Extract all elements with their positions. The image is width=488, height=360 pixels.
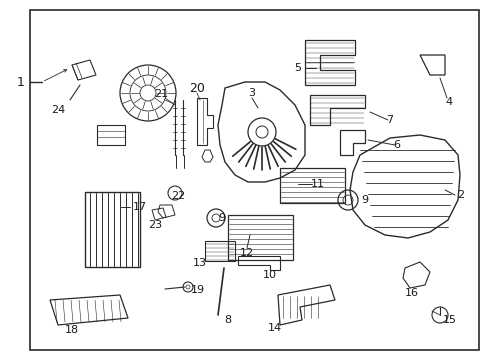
Text: 13: 13 bbox=[193, 258, 206, 268]
Text: 3: 3 bbox=[248, 88, 255, 98]
Bar bbox=[97, 125, 125, 145]
Text: 20: 20 bbox=[189, 82, 204, 95]
Text: 12: 12 bbox=[240, 248, 254, 258]
Bar bbox=[204, 241, 235, 261]
Text: 10: 10 bbox=[263, 270, 276, 280]
Text: 4: 4 bbox=[445, 97, 451, 107]
Text: 11: 11 bbox=[310, 179, 325, 189]
Text: 9: 9 bbox=[218, 213, 225, 223]
Text: 24: 24 bbox=[51, 105, 65, 115]
Text: 15: 15 bbox=[442, 315, 456, 325]
Text: 23: 23 bbox=[148, 220, 162, 230]
Text: 2: 2 bbox=[456, 190, 464, 200]
Bar bbox=[85, 192, 140, 267]
Text: 22: 22 bbox=[170, 191, 185, 201]
Text: 19: 19 bbox=[190, 285, 204, 295]
Text: 9: 9 bbox=[361, 195, 368, 205]
Text: 8: 8 bbox=[224, 315, 231, 325]
Text: 1: 1 bbox=[17, 76, 25, 89]
Bar bbox=[280, 168, 345, 203]
Text: 5: 5 bbox=[294, 63, 301, 73]
Text: 18: 18 bbox=[65, 325, 79, 335]
Text: 21: 21 bbox=[154, 89, 168, 99]
Text: 7: 7 bbox=[386, 115, 393, 125]
Text: 16: 16 bbox=[404, 288, 418, 298]
Text: 17: 17 bbox=[133, 202, 147, 212]
Text: 14: 14 bbox=[267, 323, 282, 333]
Text: 6: 6 bbox=[393, 140, 400, 150]
Bar bbox=[227, 215, 292, 260]
